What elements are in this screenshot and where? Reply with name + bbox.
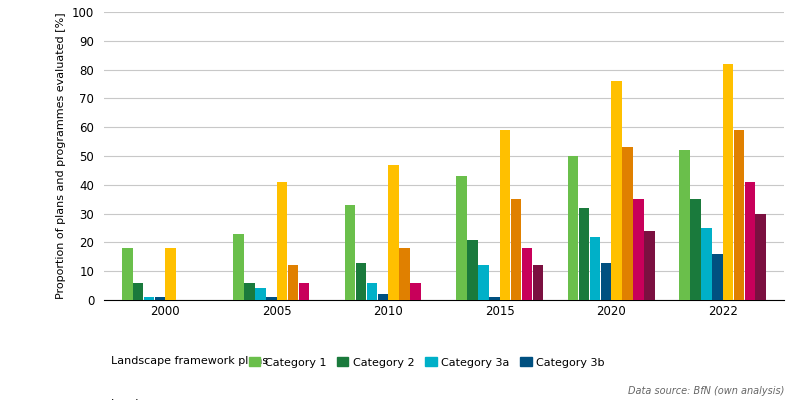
Bar xyxy=(723,64,734,300)
Bar xyxy=(122,248,133,300)
Bar xyxy=(611,81,622,300)
Bar xyxy=(457,176,467,300)
Bar xyxy=(510,199,522,300)
Bar xyxy=(755,214,766,300)
Bar xyxy=(389,165,399,300)
Bar xyxy=(378,294,388,300)
Bar xyxy=(166,248,176,300)
Bar xyxy=(467,240,478,300)
Bar xyxy=(601,262,611,300)
Bar xyxy=(144,297,154,300)
Bar xyxy=(133,283,143,300)
Bar xyxy=(734,130,744,300)
Bar xyxy=(277,182,287,300)
Bar xyxy=(234,234,244,300)
Bar xyxy=(712,254,722,300)
Bar xyxy=(500,130,510,300)
Bar xyxy=(244,283,255,300)
Bar xyxy=(522,248,532,300)
Bar xyxy=(154,297,165,300)
Y-axis label: Proportion of plans and programmes evaluated [%]: Proportion of plans and programmes evalu… xyxy=(57,13,66,299)
Bar xyxy=(745,182,755,300)
Bar xyxy=(255,288,266,300)
Bar xyxy=(533,266,543,300)
Bar xyxy=(701,228,712,300)
Bar xyxy=(410,283,421,300)
Text: Landscape framework plans: Landscape framework plans xyxy=(110,356,268,366)
Bar xyxy=(578,208,590,300)
Bar xyxy=(690,199,701,300)
Bar xyxy=(356,262,366,300)
Bar xyxy=(288,266,298,300)
Bar xyxy=(298,283,310,300)
Bar xyxy=(679,150,690,300)
Bar xyxy=(622,147,633,300)
Bar xyxy=(590,237,600,300)
Text: Landscape programmes: Landscape programmes xyxy=(110,399,246,400)
Bar xyxy=(644,231,654,300)
Bar xyxy=(478,266,489,300)
Bar xyxy=(366,283,378,300)
Text: Data source: BfN (own analysis): Data source: BfN (own analysis) xyxy=(628,386,784,396)
Bar xyxy=(345,205,355,300)
Bar xyxy=(489,297,499,300)
Bar xyxy=(568,156,578,300)
Bar xyxy=(633,199,644,300)
Bar xyxy=(399,248,410,300)
Bar xyxy=(266,297,277,300)
